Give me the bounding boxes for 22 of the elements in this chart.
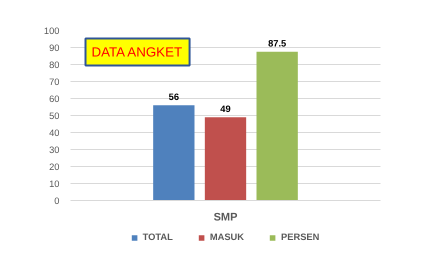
y-tick-label: 90: [49, 43, 60, 53]
y-tick-label: 70: [49, 77, 60, 87]
bar: [153, 105, 194, 200]
x-tick-label: SMP: [214, 212, 238, 224]
y-tick-label: 30: [49, 145, 60, 155]
y-tick-label: 10: [49, 179, 60, 189]
legend-label: TOTAL: [142, 232, 173, 242]
legend-label: PERSEN: [281, 232, 320, 242]
y-tick-label: 40: [49, 128, 60, 138]
y-tick-label: 50: [49, 111, 60, 121]
data-label: 49: [220, 104, 231, 114]
data-label: 56: [168, 92, 180, 102]
bar: [204, 117, 246, 200]
text: DATA ANGKET: [92, 44, 182, 60]
y-tick-label: 0: [54, 196, 60, 206]
data-label: 87.5: [268, 38, 286, 49]
y-tick-label: 60: [49, 94, 60, 104]
y-tick-label: 80: [49, 60, 60, 70]
y-tick-label: 100: [44, 26, 60, 36]
y-tick-label: 20: [49, 162, 60, 172]
bar: [256, 52, 298, 200]
legend-label: MASUK: [210, 232, 244, 242]
